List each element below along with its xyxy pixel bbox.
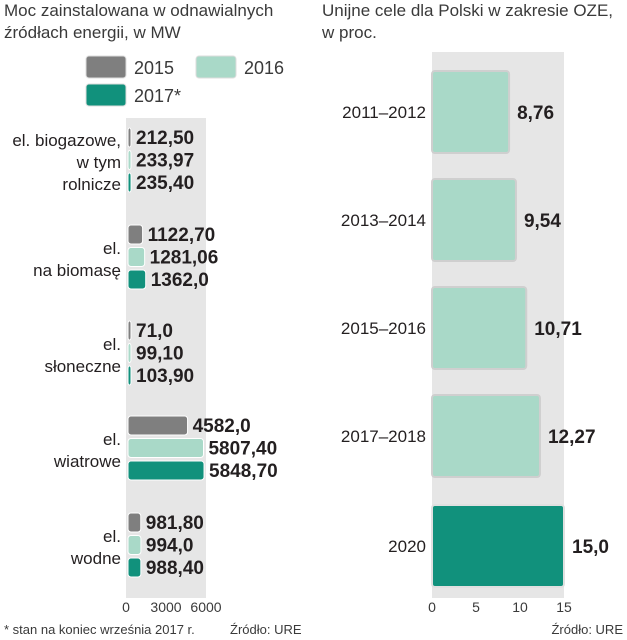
bar-2016-1 [127,247,146,267]
category-label: el. [103,335,121,354]
left-footnote: * stan na koniec września 2017 r. [4,622,195,637]
goal-bar-0 [431,70,511,154]
legend-label-2017: 2017* [134,86,181,106]
bar-2016-4 [127,535,142,555]
value-label: 233,97 [136,151,194,172]
period-label: 2011–2012 [342,103,426,122]
value-label: 5848,70 [209,461,278,482]
value-label: 1362,0 [151,270,209,291]
value-label: 994,0 [146,536,194,557]
value-label: 1122,70 [148,225,216,246]
legend-swatch-2016 [195,55,237,79]
legend-swatch-2017 [85,83,127,107]
goal-value-label: 10,71 [534,319,582,340]
period-label: 2017–2018 [341,427,426,446]
bar-2015-2 [127,320,132,341]
goal-bar-2 [431,286,528,370]
bar-2015-1 [127,224,144,245]
x-tick-label: 3000 [150,599,181,615]
legend-swatch-2015 [85,55,127,79]
category-label: rolnicze [62,175,121,194]
right-title-line1: Unijne cele dla Polski w zakresie OZE, [322,1,613,20]
category-label: el. [103,527,121,546]
left-source: Źródło: URE [230,622,302,637]
bar-2017-1 [127,269,147,290]
right-source: Źródło: URE [551,622,623,637]
value-label: 981,80 [146,513,204,534]
bar-2015-4 [127,512,142,533]
category-label: wodne [70,549,121,568]
bar-2017-4 [127,557,142,578]
category-label: słoneczne [44,357,121,376]
left-title-line2: źródłach energii, w MW [4,23,181,42]
right-bar-group: 2011–2012 8,76 2013–2014 9,54 2015–2016 10,71… [341,70,609,588]
left-x-axis: 0 3000 6000 [122,599,222,615]
goal-value-label: 12,27 [548,427,596,448]
value-label: 212,50 [136,128,194,149]
value-label: 71,0 [136,321,173,342]
legend-label-2016: 2016 [244,58,284,78]
goal-bar-3 [431,394,541,478]
goal-value-label: 9,54 [524,211,561,232]
value-label: 4582,0 [193,416,251,437]
x-tick-label: 0 [428,599,436,615]
bar-2017-0 [127,172,132,193]
period-label: 2015–2016 [341,319,426,338]
goal-bar-1 [431,178,517,262]
bar-2016-0 [127,150,132,170]
x-tick-label: 15 [556,599,572,615]
period-label: 2013–2014 [341,211,426,230]
goal-bar-4 [431,504,565,588]
right-title-line2: w proc. [321,23,377,42]
legend: 2015 2016 2017* [85,55,284,107]
category-label: wiatrowe [53,452,121,471]
value-label: 99,10 [136,344,184,365]
bar-2016-3 [127,438,204,458]
category-label: el. [103,239,121,258]
value-label: 235,40 [136,173,194,194]
x-tick-label: 0 [122,599,130,615]
right-x-axis: 0 5 10 15 [428,599,572,615]
x-tick-label: 6000 [190,599,221,615]
bar-2015-3 [127,415,189,436]
category-label: w tym [76,153,121,172]
value-label: 103,90 [136,366,194,387]
category-label: el. [103,430,121,449]
bar-2016-2 [127,343,132,363]
value-label: 988,40 [146,558,204,579]
legend-label-2015: 2015 [134,58,174,78]
x-tick-label: 10 [512,599,528,615]
goal-value-label: 15,0 [572,537,609,558]
value-label: 5807,40 [208,439,277,460]
period-label: 2020 [388,537,426,556]
bar-2017-2 [127,365,132,386]
goal-value-label: 8,76 [517,103,554,124]
left-title-line1: Moc zainstalowana w odnawialnych [4,1,273,20]
category-label: el. biogazowe, [12,131,121,150]
bar-2015-0 [127,127,132,148]
category-label: na biomasę [33,261,121,280]
bar-2017-3 [127,460,205,481]
value-label: 1281,06 [150,248,219,269]
x-tick-label: 5 [472,599,480,615]
left-bar-group: el. biogazowe, w tym rolnicze 212,50233,972… [12,127,278,579]
